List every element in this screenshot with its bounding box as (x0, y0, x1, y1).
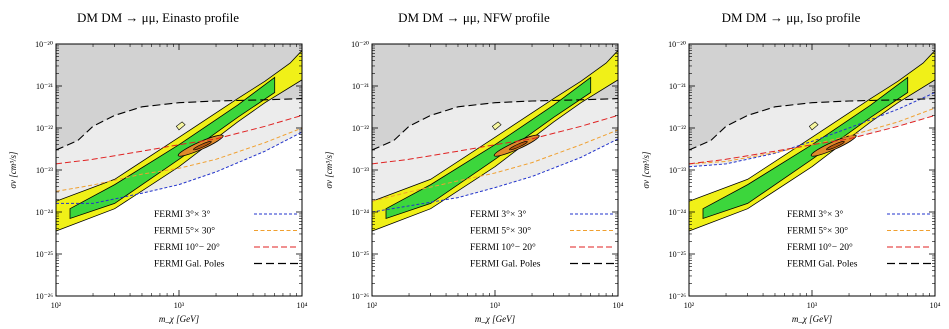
legend-label: FERMI 10°− 20° (154, 242, 220, 253)
legend-label: FERMI 10°− 20° (470, 242, 536, 253)
y-tick-label: 10⁻²⁵ (352, 250, 370, 259)
y-tick-label: 10⁻²⁶ (669, 292, 687, 301)
y-tick-label: 10⁻²⁰ (35, 40, 53, 49)
legend-label: FERMI 5°× 30° (787, 226, 848, 237)
y-tick-label: 10⁻²¹ (352, 82, 370, 91)
chart-svg: DM DM → μμ, Iso profile 10² 10³ 10⁴ 10⁻²⁶ 10⁻… (641, 10, 941, 324)
x-axis-label: m_χ [GeV] (792, 314, 833, 324)
y-tick-label: 10⁻²⁴ (36, 208, 54, 217)
series-line-2 (56, 127, 302, 192)
chart-panel-3: DM DM → μμ, Iso profile 10² 10³ 10⁴ 10⁻²⁶ 10⁻… (633, 0, 949, 329)
fit-ellipse-inner (509, 141, 528, 151)
y-tick-label: 10⁻²¹ (669, 82, 687, 91)
chart-svg: DM DM → μμ, NFW profile 10² 10³ 10⁴ 10⁻²⁶ 10⁻… (324, 10, 624, 324)
legend-label: FERMI 5°× 30° (154, 226, 215, 237)
chart-panel-2: DM DM → μμ, NFW profile 10² 10³ 10⁴ 10⁻²⁶ 10⁻… (316, 0, 632, 329)
y-tick-label: 10⁻²⁵ (36, 250, 54, 259)
excluded-region-dark (372, 44, 618, 150)
legend-label: FERMI Gal. Poles (154, 260, 225, 270)
y-tick-label: 10⁻²⁴ (352, 208, 370, 217)
chart-title: DM DM → μμ, Einasto profile (77, 10, 239, 25)
chart-title: DM DM → μμ, NFW profile (398, 10, 550, 25)
fit-ellipse-inner (193, 141, 212, 151)
x-axis-label: m_χ [GeV] (159, 314, 200, 324)
series-line-4 (56, 98, 302, 151)
y-tick-label: 10⁻²² (36, 124, 54, 133)
x-tick-label: 10³ (807, 301, 818, 310)
x-tick-label: 10² (684, 301, 695, 310)
legend-label: FERMI 5°× 30° (470, 226, 531, 237)
y-tick-label: 10⁻²⁶ (352, 292, 370, 301)
legend-label: FERMI 3°× 3° (470, 209, 526, 220)
excluded-region-dark (56, 44, 302, 150)
y-tick-label: 10⁻²² (352, 124, 370, 133)
legend-label: FERMI 3°× 3° (154, 209, 210, 220)
series-line-3 (372, 114, 618, 165)
x-tick-label: 10³ (174, 301, 185, 310)
band-notch (175, 121, 186, 131)
chart-svg: DM DM → μμ, Einasto profile 10² 10³ 10⁴ 10⁻²… (8, 10, 308, 324)
band-green (385, 76, 592, 220)
x-tick-label: 10⁴ (297, 301, 308, 310)
y-axis-label: σv [cm³/s] (324, 151, 334, 188)
y-tick-label: 10⁻²⁶ (36, 292, 54, 301)
x-axis-label: m_χ [GeV] (475, 314, 516, 324)
y-tick-label: 10⁻²⁰ (351, 40, 369, 49)
band-notch (808, 121, 819, 131)
legend-label: FERMI 10°− 20° (787, 242, 853, 253)
legend-label: FERMI Gal. Poles (787, 260, 858, 270)
y-tick-label: 10⁻²⁴ (669, 208, 687, 217)
series-line-1 (56, 131, 302, 204)
excluded-region-dark (689, 44, 935, 150)
y-tick-label: 10⁻²³ (352, 166, 370, 175)
y-tick-label: 10⁻²³ (36, 166, 54, 175)
series-line-3 (689, 114, 935, 165)
x-tick-label: 10² (51, 301, 62, 310)
band-green (702, 76, 909, 220)
band-notch (491, 121, 502, 131)
chart-panel-1: DM DM → μμ, Einasto profile 10² 10³ 10⁴ 10⁻²… (0, 0, 316, 329)
x-tick-label: 10³ (490, 301, 501, 310)
y-tick-label: 10⁻²⁰ (668, 40, 686, 49)
x-tick-label: 10⁴ (613, 301, 624, 310)
legend-label: FERMI Gal. Poles (470, 260, 541, 270)
series-line-1 (372, 138, 618, 213)
legend-label: FERMI 3°× 3° (787, 209, 843, 220)
band-green (69, 76, 276, 220)
y-axis-label: σv [cm³/s] (641, 151, 651, 188)
series-line-4 (689, 98, 935, 151)
series-line-4 (372, 98, 618, 151)
y-tick-label: 10⁻²⁵ (669, 250, 687, 259)
fit-ellipse-inner (826, 141, 845, 151)
y-axis-label: σv [cm³/s] (8, 151, 18, 188)
y-tick-label: 10⁻²² (669, 124, 687, 133)
y-tick-label: 10⁻²¹ (36, 82, 54, 91)
series-line-3 (56, 114, 302, 165)
series-line-2 (372, 129, 618, 202)
series-line-1 (689, 92, 935, 168)
series-line-2 (689, 107, 935, 165)
x-tick-label: 10⁴ (930, 301, 941, 310)
x-tick-label: 10² (367, 301, 378, 310)
chart-title: DM DM → μμ, Iso profile (722, 10, 861, 25)
y-tick-label: 10⁻²³ (669, 166, 687, 175)
